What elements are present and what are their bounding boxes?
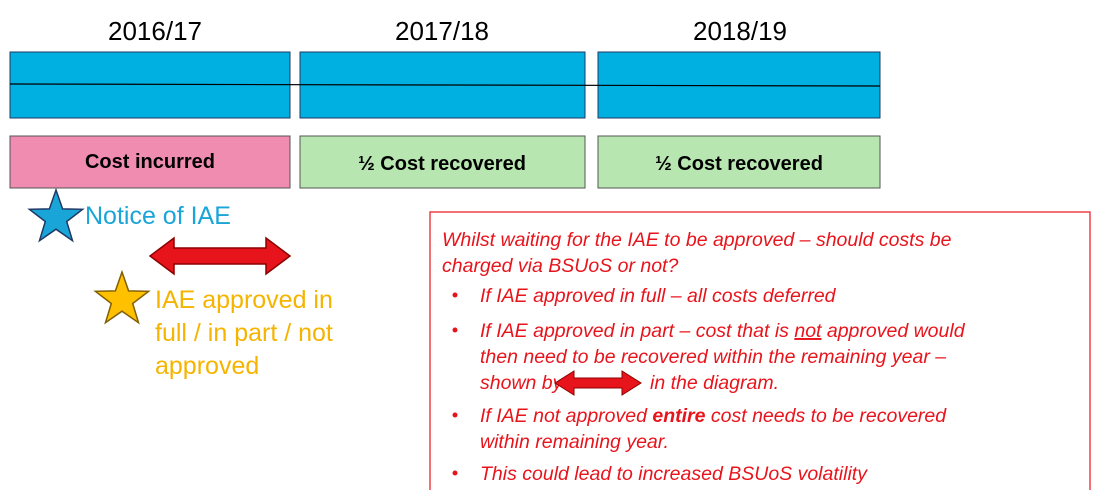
year-label: 2017/18 [395,16,489,46]
note-text: charged via BSUoS or not? [442,255,678,277]
bullet [452,327,458,333]
star-icon [93,269,151,325]
note-text: in the diagram. [650,372,779,394]
notice-label: Notice of IAE [85,202,231,230]
bullet [452,470,458,476]
timeline [9,83,881,87]
approval-label: full / in part / not [155,319,333,347]
box-label: Cost incurred [85,151,215,173]
note-text: If IAE approved in full – all costs defe… [480,285,837,307]
note-box [429,211,1091,490]
note-text: not [794,320,823,342]
cost-box [9,135,291,189]
double-arrow [554,370,642,396]
note-text: entire [652,405,705,427]
approval-label: approved [155,352,259,380]
note-text: then need to be recovered within the rem… [480,346,946,368]
note-text: shown by [480,372,564,394]
year-label: 2016/17 [108,16,202,46]
box-label: ½ Cost recovered [358,153,526,175]
note-text: This could lead to increased BSUoS volat… [480,463,868,485]
star-icon [27,187,85,243]
box-label: ½ Cost recovered [655,153,823,175]
note-text: approved would [821,320,965,342]
cost-box [299,135,586,189]
note-text: Whilst waiting for the IAE to be approve… [442,229,952,251]
year-label: 2018/19 [693,16,787,46]
bullet [452,292,458,298]
note-text: If IAE not approved entire cost needs to… [480,405,947,427]
bullet [452,412,458,418]
note-text: within remaining year. [480,431,669,453]
cost-box [597,135,881,189]
note-text: If IAE not approved [480,405,652,427]
note-text: cost needs to be recovered [705,405,947,427]
approval-label: IAE approved in [155,286,333,314]
double-arrow [148,236,292,276]
note-text: If IAE approved in part – cost that is [480,320,794,342]
note-text: If IAE approved in part – cost that is n… [480,320,966,342]
